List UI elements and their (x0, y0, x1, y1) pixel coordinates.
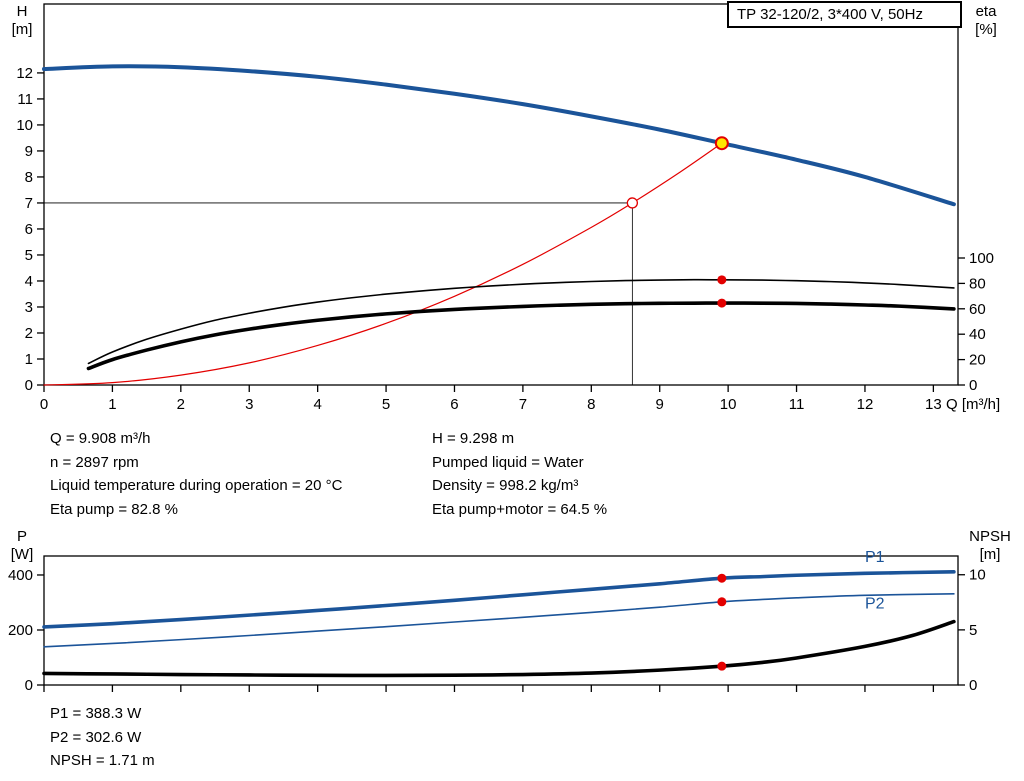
y-right-tick-label: 5 (969, 622, 977, 639)
info-p1: P1 = 388.3 W (50, 705, 142, 722)
y-left-tick-label: 0 (25, 677, 33, 694)
x-tick-label: 13 (925, 396, 942, 413)
npsh-axis-label: NPSH [m] (960, 528, 1020, 564)
x-tick-label: 2 (177, 396, 185, 413)
y-left-tick-label: 5 (25, 247, 33, 264)
y-left-tick-label: 12 (16, 65, 33, 82)
operating-info-left-column: Q = 9.908 m³/h n = 2897 rpm Liquid tempe… (50, 427, 430, 522)
hq-chart-frame (43, 3, 959, 386)
eta-pump-motor-curve (86, 301, 956, 371)
x-tick-label: 9 (656, 396, 664, 413)
y-left-tick-label: 4 (25, 273, 33, 290)
p-axis-label: P [W] (2, 528, 42, 564)
y-left-tick-label: 7 (25, 195, 33, 212)
q-axis-label: Q [m³/h] (946, 396, 1001, 413)
y-right-tick-label: 60 (969, 301, 986, 318)
h-axis-symbol: H (16, 3, 28, 20)
y-left-tick-label: 9 (25, 143, 33, 160)
y-left-tick-label: 200 (8, 622, 33, 639)
info-npsh: NPSH = 1.71 m (50, 752, 155, 770)
x-tick-label: 5 (382, 396, 390, 413)
y-left-tick-label: 6 (25, 221, 33, 238)
p1-series-label: P1 (865, 549, 885, 566)
y-right-tick-label: 80 (969, 275, 986, 292)
rated-point (626, 197, 639, 209)
power-npsh-chart-frame (43, 555, 959, 686)
y-right-tick-label: 20 (969, 352, 986, 369)
p-axis-unit: [W] (10, 546, 34, 563)
npsh-axis-symbol: NPSH (969, 528, 1011, 545)
y-right-tick-label: 0 (969, 377, 977, 394)
eta-pump-point (717, 275, 727, 285)
p2-curve (43, 593, 955, 648)
info-p2: P2 = 302.6 W (50, 728, 142, 746)
pump-curve-hq (42, 64, 956, 207)
y-left-tick-label: 400 (8, 567, 33, 584)
operating-info-right-column: H = 9.298 m Pumped liquid = Water Densit… (432, 427, 812, 522)
h-axis-label: H [m] (2, 3, 42, 39)
y-left-tick-label: 10 (16, 117, 33, 134)
eta-pump-curve (87, 278, 955, 365)
y-right-tick-label: 100 (969, 250, 994, 267)
info-liquid: Pumped liquid = Water (432, 453, 584, 471)
x-tick-label: 3 (245, 396, 253, 413)
npsh-duty-point (717, 661, 727, 671)
p2-series-label: P2 (865, 596, 885, 613)
p2-duty-point (717, 597, 727, 607)
info-temperature: Liquid temperature during operation = 20… (50, 477, 343, 495)
y-right-tick-label: 10 (969, 567, 986, 584)
x-tick-label: 11 (789, 396, 805, 413)
p-axis-symbol: P (16, 528, 27, 545)
duty-point[interactable] (714, 136, 729, 151)
x-tick-label: 0 (40, 396, 48, 413)
eta-pump-motor-point (717, 298, 727, 308)
y-right-tick-label: 40 (969, 326, 986, 343)
y-left-tick-label: 11 (17, 91, 33, 108)
x-tick-label: 8 (587, 396, 595, 413)
info-flow: Q = 9.908 m³/h (50, 430, 151, 447)
x-tick-label: 7 (519, 396, 527, 413)
y-left-tick-label: 3 (25, 299, 33, 316)
eta-axis-label: eta [%] (964, 3, 1008, 39)
x-tick-label: 6 (450, 396, 458, 413)
y-left-tick-label: 8 (25, 169, 33, 186)
p1-duty-point (717, 573, 727, 583)
npsh-axis-unit: [m] (979, 546, 1001, 563)
info-head: H = 9.298 m (432, 430, 515, 447)
y-left-tick-label: 1 (25, 351, 33, 368)
y-left-tick-label: 0 (25, 377, 33, 394)
x-tick-label: 12 (857, 396, 874, 413)
info-eta-pump-motor: Eta pump+motor = 64.5 % (432, 501, 608, 519)
eta-axis-unit: [%] (975, 21, 997, 38)
x-tick-label: 4 (313, 396, 321, 413)
info-density: Density = 998.2 kg/m³ (432, 477, 579, 495)
y-left-tick-label: 2 (25, 325, 33, 342)
h-axis-unit: [m] (11, 21, 33, 38)
info-speed: n = 2897 rpm (50, 453, 139, 471)
x-tick-label: 1 (108, 396, 116, 413)
pump-model-title-box: TP 32-120/2, 3*400 V, 50Hz (727, 1, 962, 28)
npsh-curve (42, 619, 956, 678)
eta-axis-symbol: eta (975, 3, 997, 20)
info-eta-pump: Eta pump = 82.8 % (50, 501, 178, 519)
p1-curve (42, 570, 956, 629)
y-right-tick-label: 0 (969, 677, 977, 694)
power-info-block: P1 = 388.3 W P2 = 302.6 W NPSH = 1.71 m (50, 702, 430, 773)
power-npsh-chart: 0 200 400 0 5 10 P1 P2 (8, 549, 986, 694)
x-tick-label: 10 (720, 396, 737, 413)
